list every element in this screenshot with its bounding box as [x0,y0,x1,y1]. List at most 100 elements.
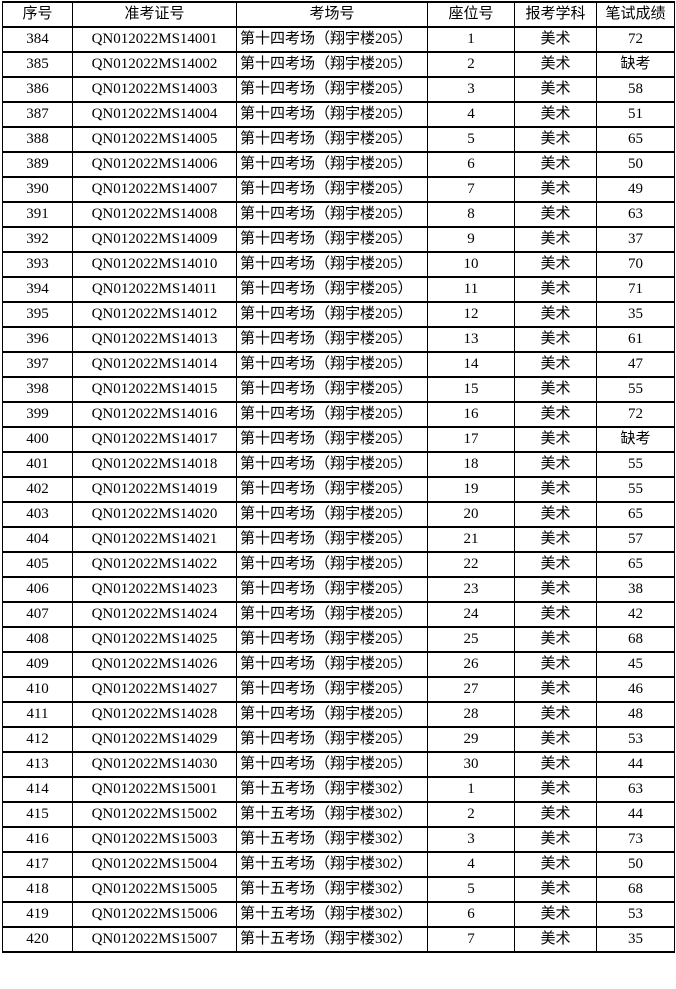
cell-room: 第十四考场（翔宇楼205） [236,151,428,178]
cell-seat: 10 [427,251,515,278]
cell-room: 第十四考场（翔宇楼205） [236,501,428,528]
table-row: 394 QN012022MS14011 第十四考场（翔宇楼205） 11 美术 71 [2,276,675,303]
cell-subject: 美术 [514,676,597,703]
cell-seat: 15 [427,376,515,403]
cell-index: 399 [2,401,73,428]
cell-subject: 美术 [514,326,597,353]
cell-score: 65 [596,551,675,578]
cell-seat: 3 [427,76,515,103]
cell-subject: 美术 [514,576,597,603]
cell-subject: 美术 [514,476,597,503]
cell-score: 65 [596,126,675,153]
cell-score: 38 [596,576,675,603]
cell-seat: 20 [427,501,515,528]
cell-subject: 美术 [514,851,597,878]
cell-ticket: QN012022MS14014 [72,351,237,378]
cell-subject: 美术 [514,101,597,128]
cell-subject: 美术 [514,751,597,778]
cell-seat: 6 [427,151,515,178]
cell-ticket: QN012022MS15003 [72,826,237,853]
cell-index: 400 [2,426,73,453]
cell-score: 缺考 [596,51,675,78]
cell-seat: 5 [427,126,515,153]
cell-score: 37 [596,226,675,253]
table-row: 402 QN012022MS14019 第十四考场（翔宇楼205） 19 美术 55 [2,476,675,503]
cell-ticket: QN012022MS14006 [72,151,237,178]
cell-room: 第十五考场（翔宇楼302） [236,851,428,878]
table-row: 398 QN012022MS14015 第十四考场（翔宇楼205） 15 美术 55 [2,376,675,403]
cell-seat: 27 [427,676,515,703]
cell-index: 394 [2,276,73,303]
cell-subject: 美术 [514,901,597,928]
cell-seat: 24 [427,601,515,628]
cell-score: 53 [596,901,675,928]
exam-score-table: 序号 准考证号 考场号 座位号 报考学科 笔试成绩 384 QN012022MS1… [2,1,675,953]
cell-index: 410 [2,676,73,703]
cell-seat: 7 [427,176,515,203]
cell-subject: 美术 [514,651,597,678]
cell-score: 61 [596,326,675,353]
cell-score: 35 [596,301,675,328]
cell-subject: 美术 [514,126,597,153]
table-row: 415 QN012022MS15002 第十五考场（翔宇楼302） 2 美术 44 [2,801,675,828]
cell-ticket: QN012022MS14022 [72,551,237,578]
cell-score: 51 [596,101,675,128]
cell-index: 397 [2,351,73,378]
cell-index: 415 [2,801,73,828]
cell-index: 384 [2,26,73,53]
cell-score: 50 [596,851,675,878]
cell-seat: 2 [427,801,515,828]
table-row: 393 QN012022MS14010 第十四考场（翔宇楼205） 10 美术 70 [2,251,675,278]
cell-score: 49 [596,176,675,203]
table-row: 419 QN012022MS15006 第十五考场（翔宇楼302） 6 美术 53 [2,901,675,928]
cell-ticket: QN012022MS14001 [72,26,237,53]
cell-seat: 23 [427,576,515,603]
cell-subject: 美术 [514,551,597,578]
cell-subject: 美术 [514,826,597,853]
cell-ticket: QN012022MS15006 [72,901,237,928]
cell-index: 408 [2,626,73,653]
cell-subject: 美术 [514,301,597,328]
cell-seat: 4 [427,851,515,878]
cell-ticket: QN012022MS14019 [72,476,237,503]
cell-subject: 美术 [514,451,597,478]
cell-index: 407 [2,601,73,628]
table-row: 417 QN012022MS15004 第十五考场（翔宇楼302） 4 美术 50 [2,851,675,878]
cell-room: 第十五考场（翔宇楼302） [236,776,428,803]
cell-room: 第十四考场（翔宇楼205） [236,176,428,203]
cell-score: 44 [596,801,675,828]
cell-ticket: QN012022MS14002 [72,51,237,78]
cell-index: 392 [2,226,73,253]
cell-room: 第十四考场（翔宇楼205） [236,526,428,553]
table-row: 388 QN012022MS14005 第十四考场（翔宇楼205） 5 美术 65 [2,126,675,153]
cell-subject: 美术 [514,176,597,203]
table-row: 413 QN012022MS14030 第十四考场（翔宇楼205） 30 美术 44 [2,751,675,778]
cell-room: 第十四考场（翔宇楼205） [236,51,428,78]
cell-index: 416 [2,826,73,853]
cell-index: 401 [2,451,73,478]
cell-score: 55 [596,376,675,403]
table-row: 399 QN012022MS14016 第十四考场（翔宇楼205） 16 美术 72 [2,401,675,428]
cell-seat: 21 [427,526,515,553]
cell-seat: 2 [427,51,515,78]
cell-score: 68 [596,626,675,653]
cell-subject: 美术 [514,51,597,78]
cell-score: 55 [596,476,675,503]
cell-room: 第十五考场（翔宇楼302） [236,876,428,903]
cell-seat: 7 [427,926,515,953]
cell-room: 第十四考场（翔宇楼205） [236,476,428,503]
table-row: 420 QN012022MS15007 第十五考场（翔宇楼302） 7 美术 35 [2,926,675,953]
cell-subject: 美术 [514,726,597,753]
cell-seat: 4 [427,101,515,128]
cell-seat: 22 [427,551,515,578]
cell-room: 第十四考场（翔宇楼205） [236,426,428,453]
cell-ticket: QN012022MS14008 [72,201,237,228]
cell-room: 第十四考场（翔宇楼205） [236,701,428,728]
cell-index: 418 [2,876,73,903]
cell-score: 50 [596,151,675,178]
table-row: 410 QN012022MS14027 第十四考场（翔宇楼205） 27 美术 46 [2,676,675,703]
cell-ticket: QN012022MS14030 [72,751,237,778]
cell-ticket: QN012022MS15002 [72,801,237,828]
table-body: 384 QN012022MS14001 第十四考场（翔宇楼205） 1 美术 72 385 Q… [2,26,675,953]
cell-room: 第十四考场（翔宇楼205） [236,401,428,428]
